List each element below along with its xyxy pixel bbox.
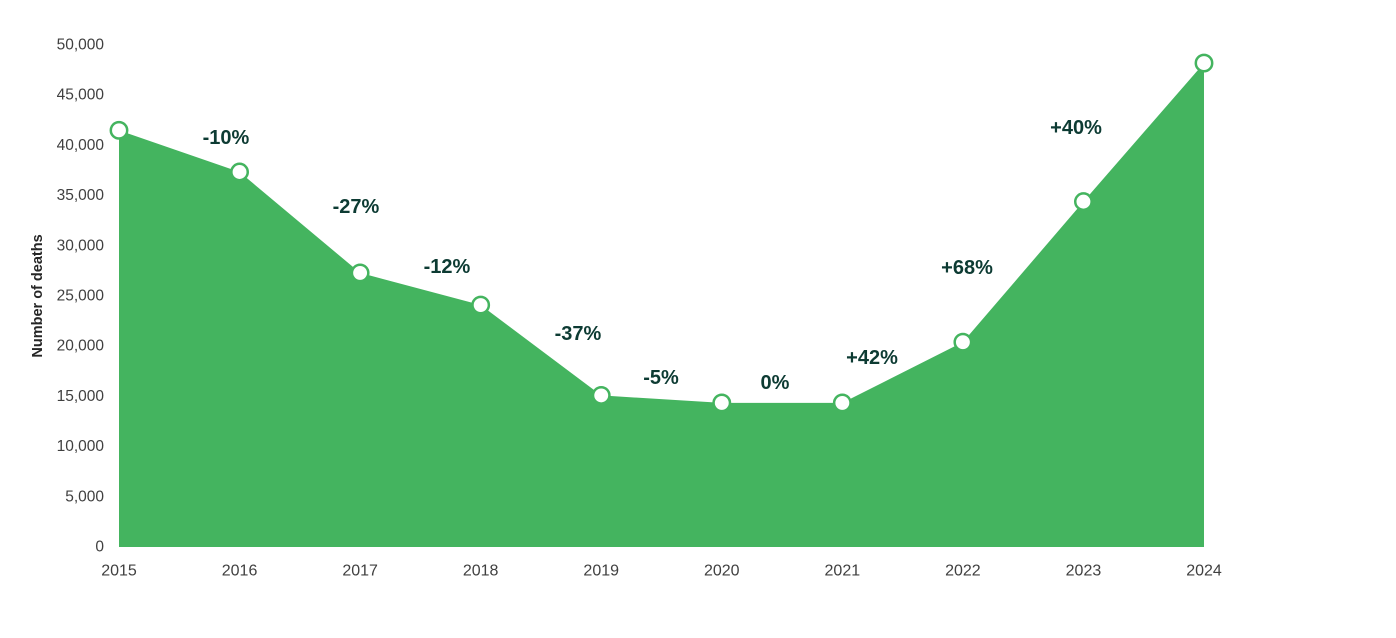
data-point-marker [350,263,370,283]
y-axis-tick-label: 35,000 [57,187,105,204]
area-series [119,63,1204,548]
data-point-marker [712,393,732,413]
x-axis-tick-label: 2021 [825,563,861,580]
data-point-marker [471,295,491,315]
x-axis-tick-label: 2024 [1186,563,1222,580]
y-axis-title: Number of deaths [30,234,46,357]
pct-change-label: -27% [333,196,380,218]
data-point-marker [832,393,852,413]
y-axis-tick-label: 15,000 [57,388,105,405]
data-point-marker [230,162,250,182]
x-axis-tick-label: 2016 [222,563,258,580]
x-axis-tick-label: 2017 [342,563,378,580]
pct-change-label: +68% [941,257,993,279]
y-axis-tick-label: 0 [95,539,104,556]
y-axis-tick-label: 50,000 [57,37,105,54]
pct-change-label: +40% [1050,117,1102,139]
y-axis-tick-label: 45,000 [57,87,105,104]
x-axis-tick-label: 2020 [704,563,740,580]
pct-change-label: -5% [643,367,679,389]
pct-change-label: 0% [761,372,790,394]
y-axis-tick-label: 40,000 [57,137,105,154]
y-axis-tick-label: 25,000 [57,288,105,305]
y-axis-tick-label: 20,000 [57,338,105,355]
data-point-marker [1073,192,1093,212]
y-axis-tick-label: 10,000 [57,438,105,455]
x-axis-tick-label: 2018 [463,563,499,580]
x-axis-tick-label: 2023 [1066,563,1102,580]
data-point-marker [109,120,129,140]
data-point-marker [591,385,611,405]
pct-change-label: +42% [846,347,898,369]
pct-change-label: -12% [424,256,471,278]
y-axis-tick-label: 30,000 [57,237,105,254]
x-axis-tick-label: 2022 [945,563,981,580]
x-axis-tick-label: 2019 [583,563,619,580]
pct-change-label: -37% [555,323,602,345]
data-point-marker [953,332,973,352]
data-point-marker [1194,53,1214,73]
pct-change-label: -10% [203,127,250,149]
x-axis-tick-label: 2015 [101,563,137,580]
y-axis-tick-label: 5,000 [65,488,104,505]
